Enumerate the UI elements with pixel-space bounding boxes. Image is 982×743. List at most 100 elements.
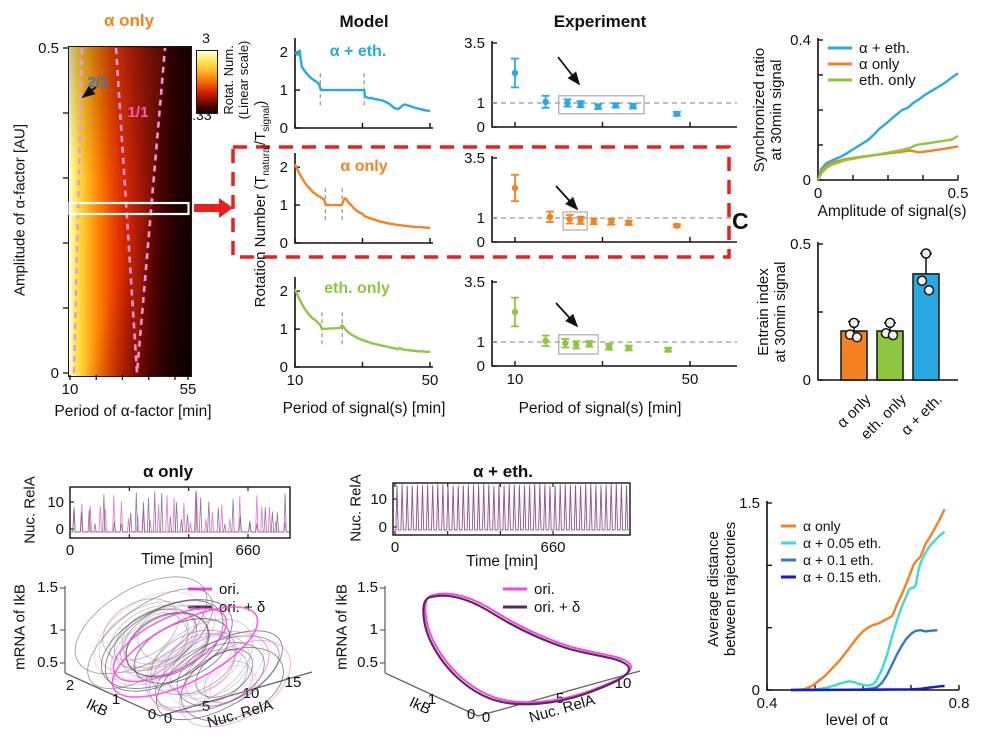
attractor2-zlabel: mRNA of IkB [333, 584, 351, 670]
highlight-dashed-box [231, 145, 731, 259]
axes-spines [491, 41, 737, 128]
trajectory-loop [98, 601, 196, 674]
tick-label: 10 [62, 381, 79, 398]
tick-label: 15 [285, 674, 302, 691]
tick-label: 55 [180, 381, 197, 398]
tick-label: 1.5 [37, 579, 58, 596]
ts-axes-box [69, 486, 291, 539]
tick-label: 1 [280, 82, 288, 99]
ts1-ylabel: Nuc. RelA [21, 476, 39, 544]
tick-label: 660 [540, 539, 565, 556]
legend-item: α + 0.05 eth. [803, 535, 882, 551]
tick-label: 0 [148, 706, 156, 723]
data-point [612, 102, 619, 109]
tick-label: 0.5 [357, 654, 378, 671]
tick-label: 0 [803, 372, 811, 389]
tick-label: 0.4 [790, 32, 811, 49]
red-arrow-icon [194, 198, 233, 218]
trajectory-loop [121, 608, 190, 665]
legend-item: ori. [219, 581, 240, 598]
tick-label: 10 [47, 494, 64, 511]
ts-trace-ori [70, 490, 289, 533]
tick-label: 0 [477, 119, 485, 136]
entrain-ylabel: Entrain index at 30min signal [754, 261, 789, 363]
tick-label: 0.5 [948, 185, 969, 202]
data-point [625, 344, 632, 352]
annotation-box [558, 95, 645, 115]
bottom-mid-title: α + eth. [472, 462, 534, 481]
series-line [790, 684, 945, 692]
model-label-eth-only: eth. only [324, 280, 390, 297]
replicate-point [844, 329, 856, 340]
trajectory-loop [109, 605, 188, 668]
ts2-xlabel: Time [min] [466, 553, 538, 570]
model-ylabel: Rotation Number (Tnatural/Tsignal) [251, 100, 272, 308]
tick-label: 0.8 [949, 695, 970, 712]
trajectory-loop [93, 591, 204, 681]
trajectory-loop [123, 607, 195, 669]
series-line-model_eth_only [293, 288, 430, 353]
panel-label-c: C [732, 208, 749, 234]
legend-item: ori. + δ [219, 599, 265, 616]
heatmap-xlabel: Period of α-factor [min] [54, 403, 212, 420]
ts1-xlabel: Time [min] [141, 551, 213, 568]
avgdist-ylabel: Average distance between trajectories [704, 521, 739, 657]
bar [840, 330, 868, 381]
tick-label: 0.5 [37, 654, 58, 671]
attractor2-rela-label: Nuc. RelA [527, 691, 597, 727]
exp-arrow-icon-1 [557, 56, 581, 86]
colorbar-label: Rotat. Num. (Linear scale) [221, 40, 251, 120]
data-point [566, 216, 573, 223]
data-point [673, 222, 681, 229]
tick-label: 1 [280, 197, 288, 214]
ts-trace-delta [70, 491, 289, 533]
tick-label: 2 [280, 283, 288, 300]
bar [876, 330, 904, 381]
replicate-point [848, 317, 860, 329]
trajectory-loop [179, 640, 292, 728]
data-point [625, 219, 632, 226]
tick-label: 10 [287, 372, 304, 389]
heatmap-title: α only [103, 11, 155, 30]
trajectory-loop-main [111, 606, 259, 698]
series-line [790, 629, 938, 692]
tick-label: 0 [280, 359, 288, 376]
tick-label: 50 [422, 372, 439, 389]
trajectory-loop [104, 600, 224, 692]
ts-axes-box [392, 482, 631, 536]
trajectory-loop [137, 612, 189, 662]
tick-label: 50 [682, 371, 699, 388]
replicate-point [880, 327, 892, 339]
trajectory-loop [133, 618, 231, 684]
data-point [586, 340, 593, 348]
bar [912, 273, 940, 381]
data-point [542, 98, 549, 106]
series-line [790, 508, 946, 692]
colorbar [196, 50, 218, 114]
trajectory-loop [100, 599, 233, 689]
heatmap-ylabel: Amplitude of α-factor [AU] [11, 123, 29, 297]
data-point [605, 343, 613, 350]
tick-label: 10 [615, 675, 632, 692]
colorbar-max-label: 3 [202, 30, 210, 46]
trajectory-loop [195, 648, 254, 698]
tongue-1-1-label: 1/1 [127, 104, 149, 121]
axes-spines [817, 38, 958, 181]
tick-label: 0 [814, 185, 822, 202]
trajectory-loop [169, 633, 244, 696]
attractor1-ikb-label: IkB [83, 695, 111, 721]
trajectory-loop [170, 635, 251, 699]
tick-label: 3.5 [464, 150, 485, 167]
trajectory-loop [113, 608, 198, 671]
axes-spines [817, 242, 958, 381]
trajectory-loop [164, 633, 236, 694]
tick-label: 0 [379, 519, 387, 536]
trajectory-loop [87, 588, 214, 689]
tick-label: 0 [803, 172, 811, 189]
series-line [816, 72, 959, 181]
tick-label: 1 [370, 621, 378, 638]
tick-label: 0 [477, 358, 485, 375]
tick-label: 0 [280, 120, 288, 137]
data-point [511, 308, 519, 316]
